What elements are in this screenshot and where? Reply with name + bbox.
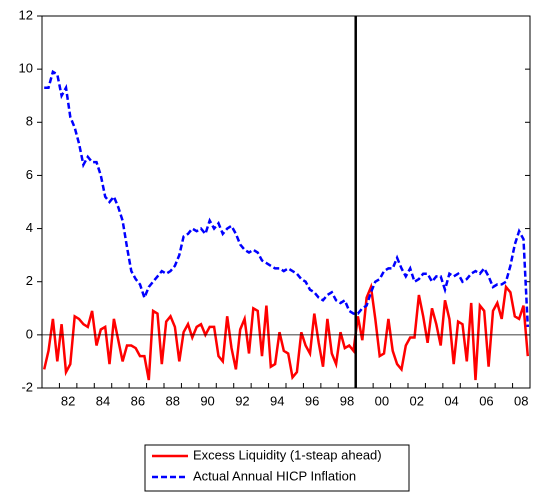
x-tick-label: 90 bbox=[200, 393, 214, 408]
series-line bbox=[44, 69, 530, 327]
legend-label: Actual Annual HICP Inflation bbox=[193, 468, 356, 483]
x-tick-label: 96 bbox=[305, 393, 319, 408]
x-tick-label: 92 bbox=[235, 393, 249, 408]
x-tick-label: 98 bbox=[340, 393, 354, 408]
x-tick-label: 94 bbox=[270, 393, 284, 408]
y-tick-label: 12 bbox=[19, 7, 33, 22]
x-tick-label: 88 bbox=[165, 393, 179, 408]
x-tick-label: 86 bbox=[131, 393, 145, 408]
x-tick-label: 08 bbox=[514, 393, 528, 408]
y-tick-label: 10 bbox=[19, 61, 33, 76]
legend-label: Excess Liquidity (1-steap ahead) bbox=[193, 447, 382, 462]
y-tick-label: 0 bbox=[26, 326, 33, 341]
x-tick-label: 06 bbox=[479, 393, 493, 408]
legend-box bbox=[144, 444, 410, 492]
y-tick-label: 4 bbox=[26, 220, 33, 235]
x-tick-label: 84 bbox=[96, 393, 110, 408]
x-tick-label: 02 bbox=[409, 393, 423, 408]
series-line bbox=[42, 282, 530, 381]
y-tick-label: 2 bbox=[26, 273, 33, 288]
y-tick-label: -2 bbox=[21, 379, 33, 394]
x-tick-label: 82 bbox=[61, 393, 75, 408]
x-tick-label: 04 bbox=[444, 393, 458, 408]
x-tick-label: 00 bbox=[375, 393, 389, 408]
y-tick-label: 6 bbox=[26, 167, 33, 182]
y-tick-label: 8 bbox=[26, 114, 33, 129]
